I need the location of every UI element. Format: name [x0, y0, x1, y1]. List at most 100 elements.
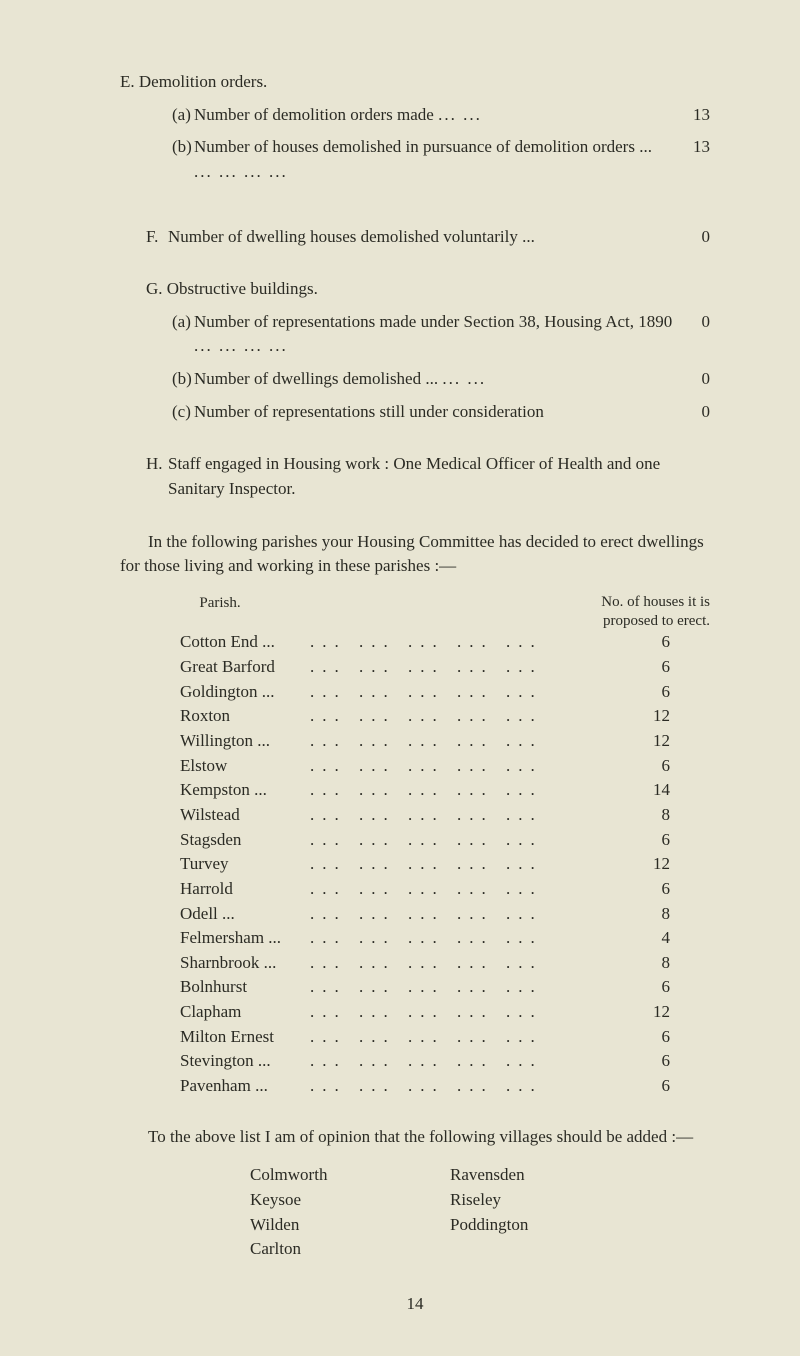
parish-value: 8	[620, 902, 710, 927]
parish-name: Clapham	[180, 1000, 310, 1025]
parish-value: 4	[620, 926, 710, 951]
parish-table: Parish. No. of houses it is proposed to …	[120, 593, 710, 1099]
text-g-b: Number of dwellings demolished ... ... .…	[194, 367, 674, 392]
dots: ... ...	[442, 369, 486, 388]
table-row: Turvey... ... ... ... ...12	[120, 852, 710, 877]
dots: ... ... ... ... ...	[310, 630, 620, 655]
parish-value: 6	[620, 680, 710, 705]
parish-value: 6	[620, 754, 710, 779]
table-row: Sharnbrook ...... ... ... ... ...8	[120, 951, 710, 976]
item-e-a: (a) Number of demolition orders made ...…	[120, 103, 710, 128]
label-g-b: (b)	[172, 367, 194, 392]
dots: ... ... ... ... ...	[310, 754, 620, 779]
villages-col1: ColmworthKeysoeWildenCarlton	[250, 1163, 450, 1262]
table-row: Felmersham ...... ... ... ... ...4	[120, 926, 710, 951]
parish-name: Stagsden	[180, 828, 310, 853]
parish-name: Willington ...	[180, 729, 310, 754]
dots: ... ...	[438, 105, 482, 124]
value-g-a: 0	[674, 310, 710, 335]
parish-name: Pavenham ...	[180, 1074, 310, 1099]
label-e-b: (b)	[172, 135, 194, 160]
dots: ... ... ... ... ...	[310, 902, 620, 927]
table-row: Willington ...... ... ... ... ...12	[120, 729, 710, 754]
parish-value: 8	[620, 951, 710, 976]
dots: ... ... ... ... ...	[310, 704, 620, 729]
text-e-a: Number of demolition orders made ... ...	[194, 103, 674, 128]
table-row: Pavenham ...... ... ... ... ...6	[120, 1074, 710, 1099]
table-row: Milton Ernest... ... ... ... ...6	[120, 1025, 710, 1050]
item-g-b: (b) Number of dwellings demolished ... .…	[120, 367, 710, 392]
parish-value: 6	[620, 1049, 710, 1074]
village-item: Keysoe	[250, 1188, 450, 1213]
village-item: Ravensden	[450, 1163, 650, 1188]
dots: ... ... ... ... ...	[310, 877, 620, 902]
parish-name: Milton Ernest	[180, 1025, 310, 1050]
parish-value: 6	[620, 1074, 710, 1099]
dots: ... ... ... ... ...	[310, 852, 620, 877]
villages-col2: RavensdenRiseleyPoddington	[450, 1163, 650, 1262]
text-h: Staff engaged in Housing work : One Medi…	[168, 452, 710, 501]
table-row: Wilstead... ... ... ... ...8	[120, 803, 710, 828]
section-e-title: E. Demolition orders.	[120, 70, 710, 95]
value-e-b: 13	[674, 135, 710, 160]
table-row: Goldington ...... ... ... ... ...6	[120, 680, 710, 705]
parish-intro: In the following parishes your Housing C…	[120, 530, 710, 579]
parish-value: 12	[620, 1000, 710, 1025]
table-row: Great Barford... ... ... ... ...6	[120, 655, 710, 680]
parish-name: Roxton	[180, 704, 310, 729]
dots: ... ... ... ... ...	[310, 803, 620, 828]
parish-name: Bolnhurst	[180, 975, 310, 1000]
text-e-a-inner: Number of demolition orders made	[194, 105, 434, 124]
text-g-a-inner: Number of representations made under Sec…	[194, 312, 672, 331]
table-row: Harrold... ... ... ... ...6	[120, 877, 710, 902]
table-header: Parish. No. of houses it is proposed to …	[120, 593, 710, 631]
dots: ... ... ... ... ...	[310, 926, 620, 951]
parish-name: Goldington ...	[180, 680, 310, 705]
table-row: Stagsden... ... ... ... ...6	[120, 828, 710, 853]
item-e-b: (b) Number of houses demolished in pursu…	[120, 135, 710, 184]
dots: ... ... ... ... ...	[310, 655, 620, 680]
parish-value: 6	[620, 630, 710, 655]
num-header-line1: No. of houses it is	[601, 594, 710, 610]
village-item: Riseley	[450, 1188, 650, 1213]
parish-value: 6	[620, 655, 710, 680]
item-g-a: (a) Number of representations made under…	[120, 310, 710, 359]
parish-name: Elstow	[180, 754, 310, 779]
label-g-c: (c)	[172, 400, 194, 425]
parish-value: 12	[620, 852, 710, 877]
dots: ... ... ... ... ...	[310, 729, 620, 754]
label-h: H.	[146, 452, 168, 477]
document-page: E. Demolition orders. (a) Number of demo…	[0, 0, 800, 1356]
table-row: Kempston ...... ... ... ... ...14	[120, 778, 710, 803]
parish-value: 6	[620, 828, 710, 853]
table-row: Cotton End ...... ... ... ... ...6	[120, 630, 710, 655]
number-header: No. of houses it is proposed to erect.	[360, 593, 710, 631]
page-number: 14	[120, 1292, 710, 1317]
dots: ... ... ... ... ...	[310, 1074, 620, 1099]
parish-name: Felmersham ...	[180, 926, 310, 951]
value-g-c: 0	[674, 400, 710, 425]
table-row: Elstow... ... ... ... ...6	[120, 754, 710, 779]
parish-value: 14	[620, 778, 710, 803]
dots: ... ... ... ... ...	[310, 1000, 620, 1025]
village-item: Poddington	[450, 1213, 650, 1238]
parish-name: Harrold	[180, 877, 310, 902]
parish-value: 6	[620, 877, 710, 902]
text-g-c: Number of representations still under co…	[194, 400, 674, 425]
parish-value: 6	[620, 975, 710, 1000]
label-f: F.	[146, 225, 168, 250]
table-row: Clapham... ... ... ... ...12	[120, 1000, 710, 1025]
table-row: Bolnhurst... ... ... ... ...6	[120, 975, 710, 1000]
village-item: Colmworth	[250, 1163, 450, 1188]
text-g-b-inner: Number of dwellings demolished ...	[194, 369, 438, 388]
villages-list: ColmworthKeysoeWildenCarlton RavensdenRi…	[120, 1163, 710, 1262]
section-f: F. Number of dwelling houses demolished …	[120, 225, 710, 250]
text-e-b: Number of houses demolished in pursuance…	[194, 135, 674, 184]
table-row: Roxton... ... ... ... ...12	[120, 704, 710, 729]
label-e-a: (a)	[172, 103, 194, 128]
table-row: Odell ...... ... ... ... ...8	[120, 902, 710, 927]
section-g: G. Obstructive buildings. (a) Number of …	[120, 277, 710, 424]
label-g-a: (a)	[172, 310, 194, 335]
dots: ... ... ... ... ...	[310, 778, 620, 803]
section-g-title: G. Obstructive buildings.	[120, 277, 710, 302]
